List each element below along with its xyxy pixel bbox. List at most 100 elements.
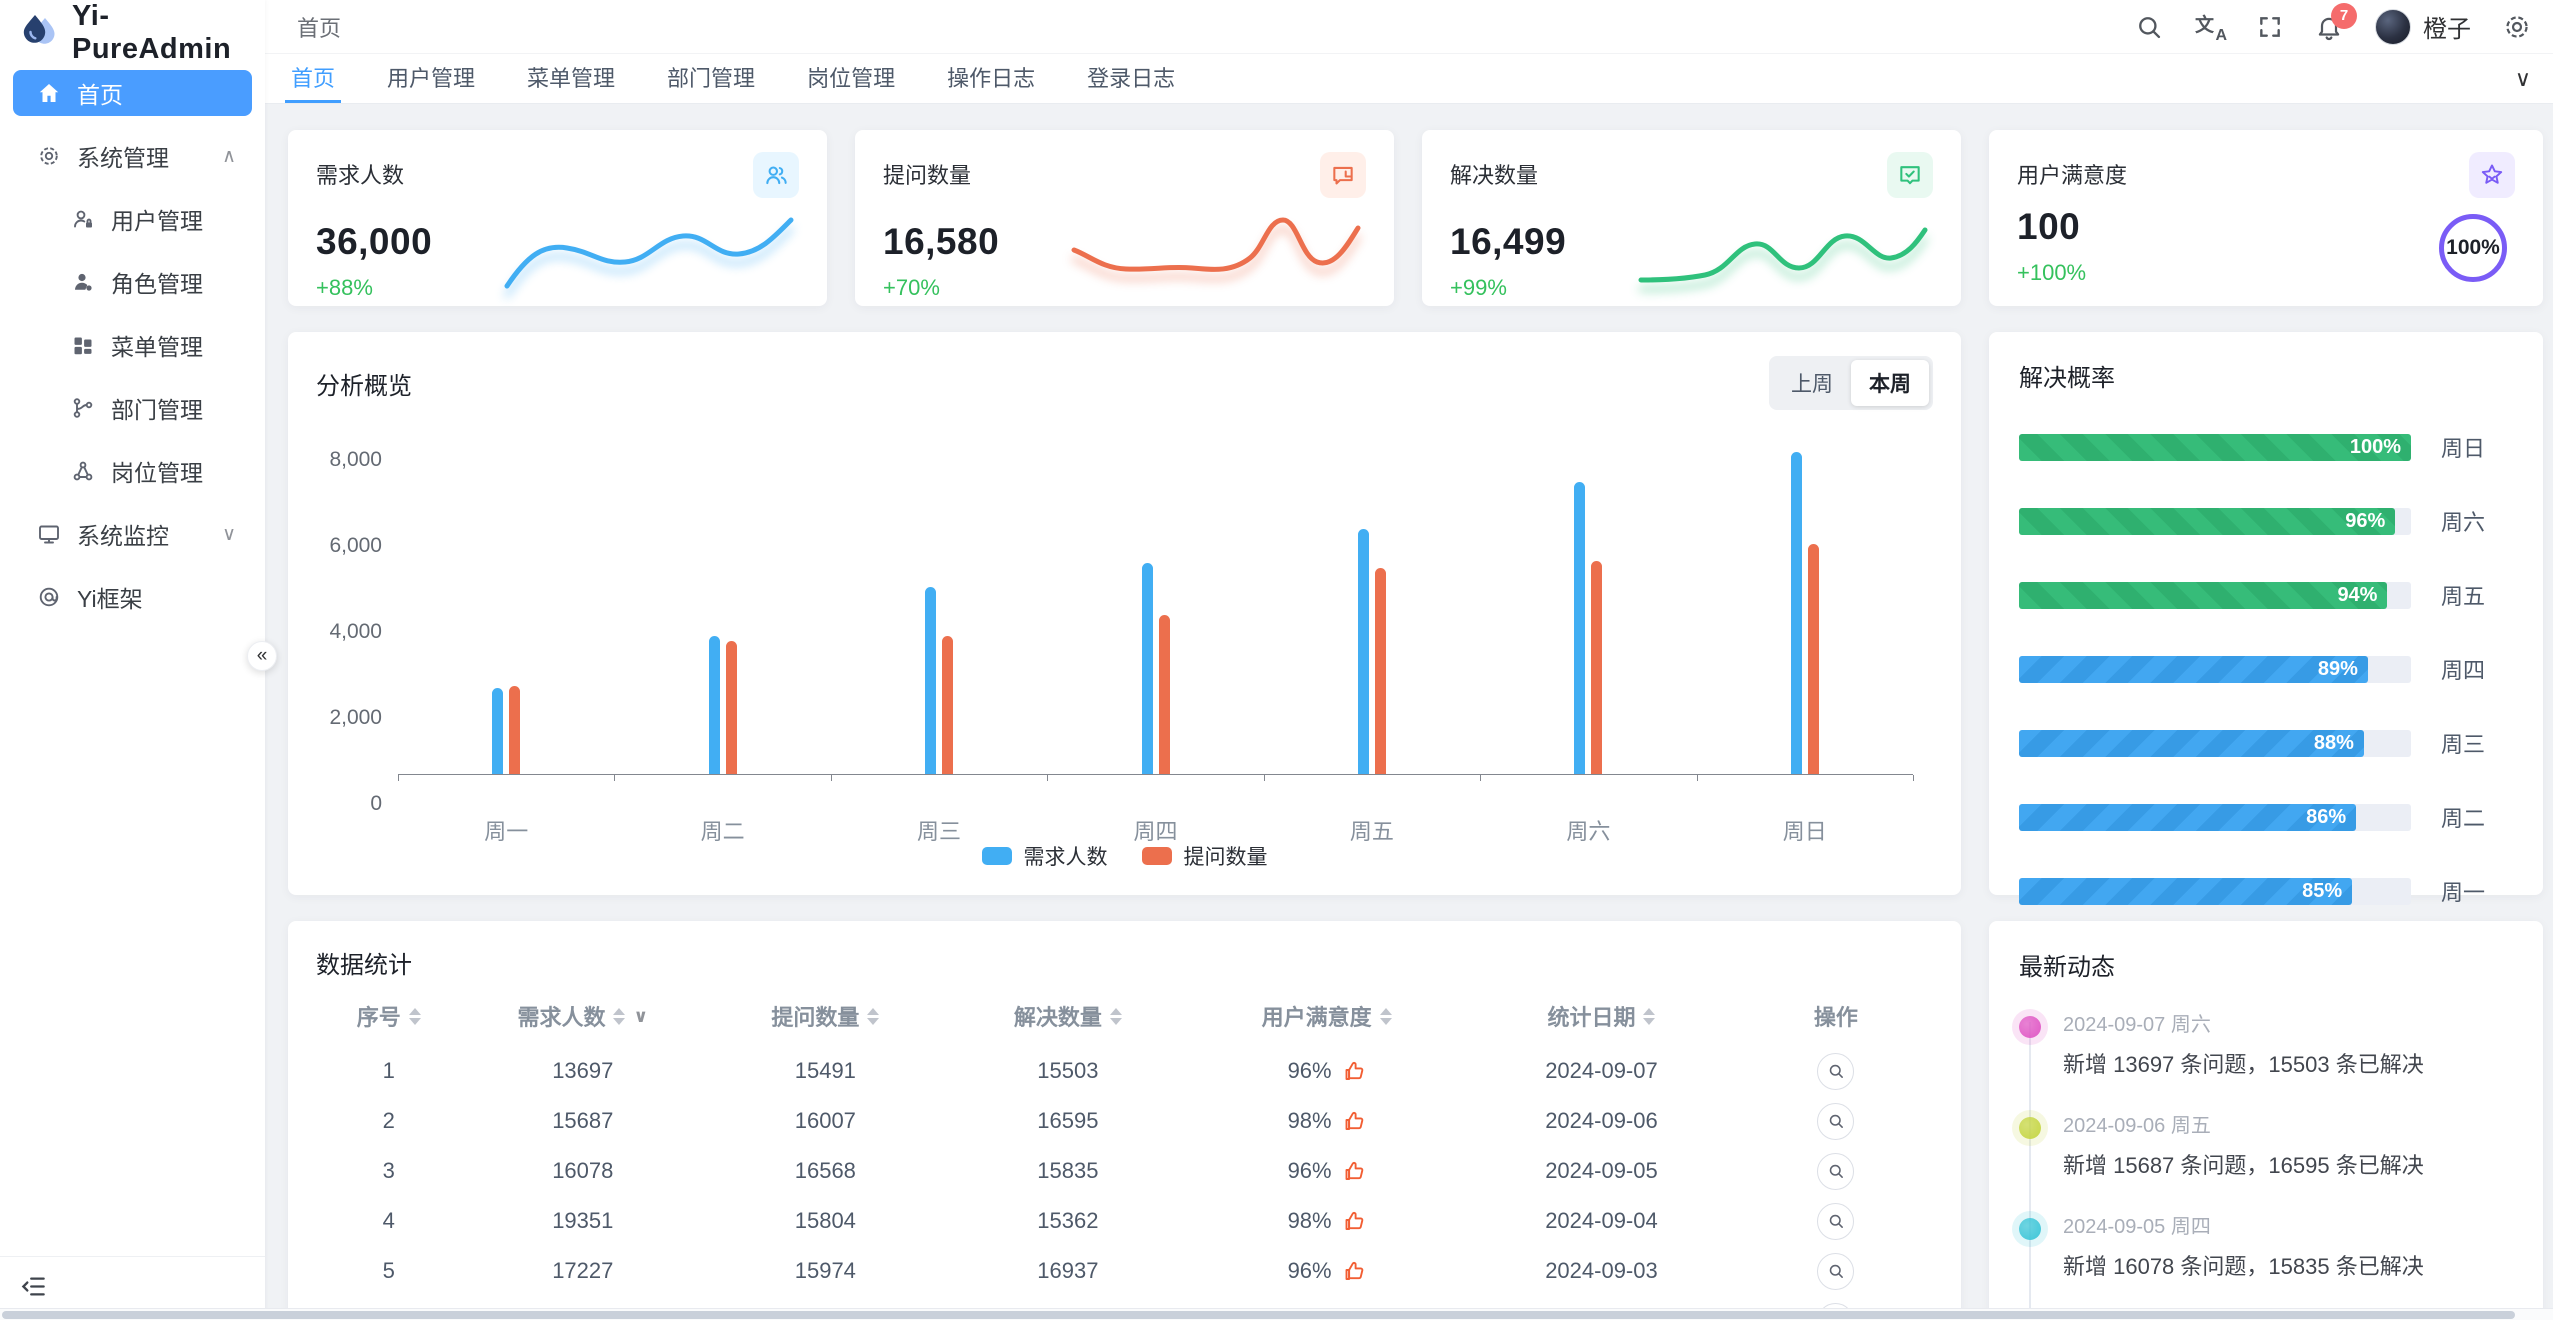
cell-actions: [1739, 1152, 1933, 1190]
cell-solve: 15835: [1037, 1158, 1099, 1183]
chart-legend: 需求人数 提问数量: [316, 841, 1933, 871]
solve-rate-card: 解决概率 100% 周日 96% 周六 94% 周五 89% 周四 88% 周三 86% 周二 85% 周…: [1989, 332, 2543, 905]
cell-satisfaction: 98%: [1189, 1208, 1464, 1234]
sort-carets-icon[interactable]: [408, 1007, 421, 1025]
sparkline: [499, 198, 799, 303]
tab-2[interactable]: 菜单管理: [527, 66, 616, 91]
notifications-bell-icon[interactable]: 7: [2315, 2, 2357, 41]
sort-carets-icon[interactable]: [1109, 1007, 1122, 1025]
view-row-button[interactable]: [1817, 1102, 1855, 1140]
analysis-title: 分析概览: [316, 372, 412, 400]
timeline-text: 新增 16078 条问题，15835 条已解决: [2063, 1254, 2424, 1279]
cell-demand: 15687: [552, 1108, 614, 1133]
x-axis-tickmark: [1480, 775, 1482, 781]
stat-delta: +99%: [1450, 275, 1507, 300]
x-axis-label: 周六: [1566, 819, 1611, 844]
satisfaction-value: 96%: [1287, 1258, 1332, 1283]
tab-3[interactable]: 部门管理: [667, 66, 756, 91]
column-header-5[interactable]: 统计日期: [1464, 1000, 1739, 1032]
legend-label: 提问数量: [1183, 846, 1268, 869]
sidebar-subitem-1-1[interactable]: 角色管理: [13, 259, 252, 305]
solve-rate-list: 100% 周日 96% 周六 94% 周五 89% 周四 88% 周三 86% 周二 85% 周一: [2019, 431, 2513, 907]
tab-4[interactable]: 岗位管理: [807, 66, 896, 91]
progress-percent-label: 88%: [2313, 731, 2354, 754]
view-row-button[interactable]: [1817, 1252, 1855, 1290]
tabs-dropdown-chevron-icon[interactable]: ∨: [2514, 65, 2531, 91]
y-axis-tick: 0: [370, 792, 382, 815]
sidebar-item-0[interactable]: 首页: [13, 70, 252, 116]
table-body: 1 13697 15491 15503 96% 2024-09-07 2 15687 16007…: [316, 1046, 1933, 1320]
column-header-label: 需求人数: [517, 1005, 606, 1030]
sidebar-subitem-1-2[interactable]: 菜单管理: [13, 322, 252, 368]
sidebar-item-1[interactable]: 系统管理 ∧: [13, 133, 252, 179]
dashboard-content: 需求人数 36,000 +88% 提问数量 16,580 +70% 解决数量 16,499…: [265, 104, 2553, 1320]
cell-solve: 16595: [1037, 1108, 1099, 1133]
sidebar-subitem-label: 岗位管理: [111, 460, 203, 486]
tab-5[interactable]: 操作日志: [947, 66, 1036, 91]
x-axis-tickmark: [1047, 775, 1049, 781]
cell-actions: [1739, 1102, 1933, 1140]
legend-item-提问数量[interactable]: 提问数量: [1141, 841, 1268, 871]
breadcrumb[interactable]: 首页: [297, 15, 342, 41]
timeline-date: 2024-09-07 周六: [2063, 1014, 2211, 1036]
column-header-4[interactable]: 用户满意度: [1189, 1000, 1464, 1032]
horizontal-scrollbar-thumb[interactable]: [2, 1311, 2515, 1319]
table-row: 1 13697 15491 15503 96% 2024-09-07: [316, 1046, 1933, 1096]
column-header-1[interactable]: 需求人数 ∨: [462, 1000, 705, 1032]
progress-day-label: 周日: [2441, 436, 2486, 461]
week-toggle-1[interactable]: 本周: [1851, 360, 1929, 406]
solve-rate-row: 89% 周四: [2019, 653, 2513, 685]
column-header-2[interactable]: 提问数量: [704, 1000, 947, 1032]
tab-6[interactable]: 登录日志: [1087, 66, 1176, 91]
waterdrop-logo-icon: [18, 10, 60, 57]
cell-question: 15491: [794, 1058, 856, 1083]
sort-carets-icon[interactable]: [1643, 1007, 1656, 1025]
column-header-3[interactable]: 解决数量: [947, 1000, 1190, 1032]
search-icon[interactable]: [2135, 13, 2163, 41]
satisfaction-value: 96%: [1287, 1058, 1332, 1083]
sidebar-subitem-1-0[interactable]: 用户管理: [13, 196, 252, 242]
y-axis-tick: 2,000: [329, 706, 382, 729]
tab-0[interactable]: 首页: [285, 54, 342, 103]
progress-day-label: 周一: [2441, 880, 2486, 905]
sidebar-item-3[interactable]: Yi框架: [13, 574, 252, 620]
settings-gear-icon[interactable]: [2503, 13, 2531, 41]
stat-delta: +70%: [883, 275, 940, 300]
legend-item-需求人数[interactable]: 需求人数: [981, 841, 1108, 871]
column-header-0[interactable]: 序号: [316, 1000, 462, 1032]
bar-提问数量-周六: [1591, 561, 1603, 774]
view-row-button[interactable]: [1817, 1202, 1855, 1240]
horizontal-scrollbar: [0, 1308, 2553, 1320]
sort-carets-icon[interactable]: [1379, 1007, 1392, 1025]
table-row: 4 19351 15804 15362 98% 2024-09-04: [316, 1196, 1933, 1246]
post-nodes-icon: [70, 459, 96, 483]
progress-day-label: 周六: [2441, 510, 2486, 535]
column-header-label: 用户满意度: [1261, 1005, 1372, 1030]
collapse-fab-button[interactable]: «: [247, 641, 277, 671]
view-row-button[interactable]: [1817, 1052, 1855, 1090]
progress-fill: 89%: [2019, 655, 2368, 683]
fullscreen-icon[interactable]: [2257, 14, 2283, 40]
sidebar-subitem-1-3[interactable]: 部门管理: [13, 385, 252, 431]
sort-carets-icon[interactable]: [867, 1007, 880, 1025]
collapse-sidebar-icon[interactable]: [20, 1273, 47, 1305]
cell-no: 3: [382, 1158, 395, 1183]
sidebar-subitem-1-4[interactable]: 岗位管理: [13, 448, 252, 494]
view-row-button[interactable]: [1817, 1152, 1855, 1190]
week-toggle-0[interactable]: 上周: [1773, 360, 1851, 406]
progress-track: 96%: [2019, 507, 2411, 535]
tab-1[interactable]: 用户管理: [387, 66, 476, 91]
solve-rate-row: 85% 周一: [2019, 875, 2513, 907]
column-header-6: 操作: [1739, 1000, 1933, 1032]
sort-carets-icon[interactable]: [613, 1007, 626, 1025]
stat-card-satisfaction: 用户满意度 100 +100% 100%: [1989, 130, 2543, 306]
column-header-label: 解决数量: [1013, 1005, 1102, 1030]
user-menu[interactable]: 橙子: [2375, 8, 2471, 45]
solve-rate-row: 86% 周二: [2019, 801, 2513, 833]
cell-actions: [1739, 1052, 1933, 1090]
sidebar-item-2[interactable]: 系统监控 ∨: [13, 511, 252, 557]
cell-solve: 16937: [1037, 1258, 1099, 1283]
x-axis-label: 周二: [700, 819, 745, 844]
chevron-down-icon[interactable]: ∨: [633, 1005, 649, 1026]
